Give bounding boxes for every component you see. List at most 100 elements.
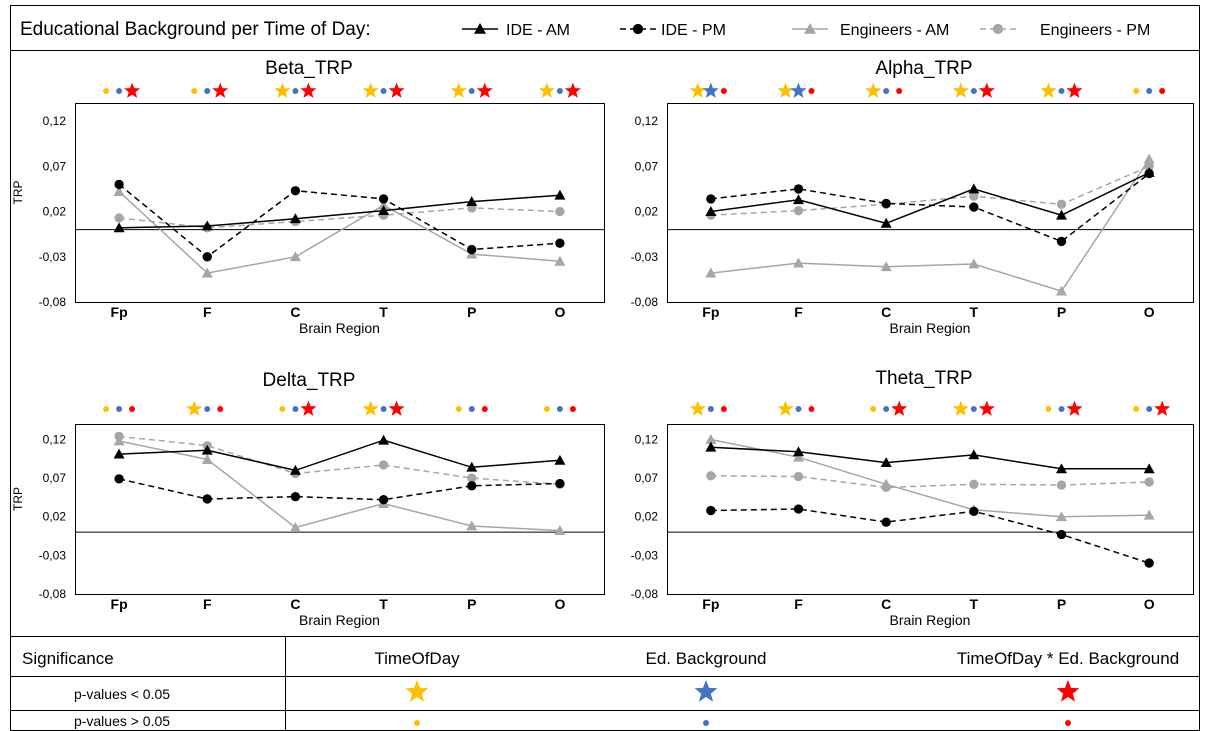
nonsignificant-dot-icon [795, 406, 802, 412]
nonsignificant-dot-icon [720, 406, 727, 412]
significance-markers [870, 400, 908, 416]
nonsignificant-dot-icon [481, 406, 488, 412]
significance-markers [455, 406, 488, 412]
triangle-marker [378, 199, 390, 210]
triangle-marker [113, 435, 125, 446]
circle-marker [202, 494, 212, 504]
series-engineers-pm [114, 431, 565, 489]
circle-marker [378, 495, 389, 505]
x-axis-label: Brain Region [890, 320, 971, 336]
table-header-interaction: TimeOfDay * Ed. Background [957, 649, 1179, 668]
nonsignificant-dot-icon [1045, 406, 1052, 412]
nonsignificant-dot-icon [103, 406, 110, 412]
series-line [119, 207, 560, 229]
triangle-marker [474, 23, 486, 34]
chart-title: Alpha_TRP [875, 58, 972, 79]
x-tick-label: Fp [111, 596, 128, 612]
significant-star-icon [694, 680, 718, 702]
significant-star-icon [564, 82, 581, 98]
significance-markers [777, 82, 815, 98]
nonsignificant-dot-icon [292, 88, 299, 94]
x-tick-label: C [290, 304, 300, 320]
series-line [710, 165, 1150, 216]
significant-star-icon [978, 82, 995, 98]
significance-markers [689, 82, 727, 98]
circle-marker [969, 191, 979, 201]
triangle-marker [113, 186, 125, 197]
table-header-ed-background: Ed. Background [646, 649, 767, 668]
triangle-marker [201, 267, 213, 278]
chart-panel: Delta_TRP 0,12 0,07 0,02 -0,03 -0,08 TRP Fp F C T P… [11, 370, 605, 628]
significant-star-icon [891, 400, 908, 416]
triangle-marker [466, 461, 478, 472]
series-line [710, 158, 1150, 292]
y-tick-label: 0,12 [43, 432, 67, 446]
x-tick-label: P [1057, 596, 1066, 612]
y-tick-label: -0,08 [39, 587, 67, 601]
triangle-marker [289, 522, 301, 532]
nonsignificant-dot-icon [414, 720, 420, 726]
chart-title: Theta_TRP [875, 368, 972, 389]
x-tick-label: F [203, 304, 212, 320]
figure-title: Educational Background per Time of Day: [20, 19, 371, 40]
significant-star-icon [952, 400, 969, 416]
triangle-marker [880, 261, 892, 272]
triangle-marker [554, 454, 566, 465]
series-ide-am [113, 434, 566, 475]
y-tick-label: 0,12 [635, 114, 659, 128]
triangle-marker [201, 454, 213, 464]
x-tick-label: P [1057, 304, 1066, 320]
triangle-marker [289, 464, 301, 475]
circle-marker [114, 474, 124, 484]
legend-label: IDE - PM [661, 22, 726, 39]
series-ide-am [113, 189, 566, 233]
significant-star-icon [450, 82, 467, 98]
significance-markers [103, 406, 136, 412]
legend-label: Engineers - PM [1040, 22, 1150, 39]
significant-star-icon [1066, 400, 1083, 416]
significance-markers [1133, 88, 1166, 94]
nonsignificant-dot-icon [970, 406, 977, 412]
triangle-marker [554, 255, 566, 266]
triangle-marker [880, 457, 892, 468]
circle-marker [1056, 480, 1067, 490]
significance-markers [952, 400, 995, 416]
circle-marker [706, 194, 716, 204]
significant-star-icon [300, 82, 317, 98]
nonsignificant-dot-icon [556, 406, 563, 412]
circle-marker [467, 473, 477, 483]
series-ide-pm [706, 168, 1154, 247]
significance-markers [865, 82, 903, 98]
x-tick-label: P [467, 304, 476, 320]
significance-markers [279, 400, 317, 416]
significant-star-icon [124, 82, 141, 98]
nonsignificant-dot-icon [468, 88, 475, 94]
nonsignificant-dot-icon [1058, 406, 1065, 412]
series-line [710, 172, 1150, 225]
x-tick-label: P [467, 596, 476, 612]
chart-title: Beta_TRP [265, 58, 353, 79]
significant-star-icon [388, 82, 405, 98]
chart-title: Delta_TRP [263, 370, 356, 391]
circle-marker [555, 238, 565, 248]
significant-star-icon [1056, 680, 1080, 702]
circle-marker [969, 479, 979, 489]
significance-markers [689, 400, 727, 416]
plot-area [667, 424, 1194, 595]
significant-star-icon [362, 82, 379, 98]
significance-markers [538, 82, 581, 98]
chart-panel: Alpha_TRP 0,12 0,07 0,02 -0,03 -0,08 Fp F C T P O Br… [631, 58, 1194, 336]
significant-star-icon [186, 400, 203, 416]
nonsignificant-dot-icon [569, 406, 576, 412]
legend-label: Engineers - AM [840, 22, 949, 39]
triangle-marker [793, 257, 804, 268]
nonsignificant-dot-icon [1146, 406, 1153, 412]
nonsignificant-dot-icon [870, 406, 877, 412]
series-engineers-pm [114, 203, 565, 233]
significance-markers [362, 82, 405, 98]
significance-markers [1133, 400, 1171, 416]
y-tick-label: -0,03 [631, 250, 659, 264]
legend-item: IDE - AM [462, 22, 570, 39]
nonsignificant-dot-icon [703, 720, 709, 726]
triangle-marker [968, 183, 980, 194]
